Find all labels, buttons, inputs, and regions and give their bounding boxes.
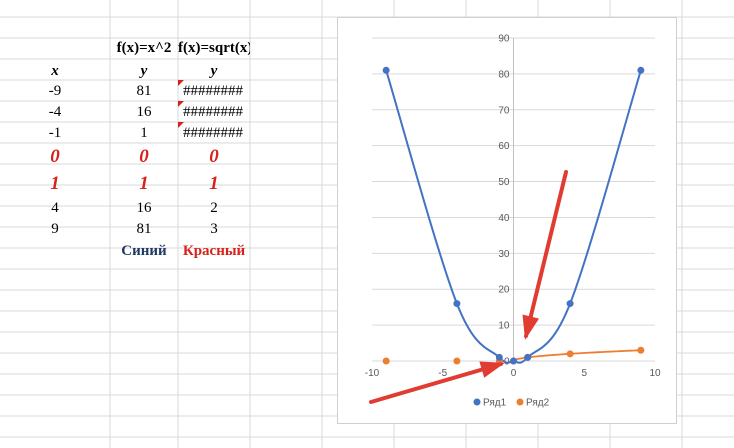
cell-y-sqrt[interactable]: ######## (178, 122, 250, 144)
cell-y-square[interactable]: 1 (140, 125, 148, 141)
header-fx-square[interactable]: f(x)=x^2 (116, 40, 172, 56)
error-indicator (178, 101, 184, 107)
series2-point (566, 350, 574, 358)
y-tick-label: 40 (498, 213, 510, 224)
y-tick-label: 10 (498, 321, 510, 332)
series2-point (382, 357, 390, 365)
cell-y-square-highlight[interactable]: 0 (139, 146, 149, 167)
series2-point (637, 346, 645, 354)
cell-y-square[interactable]: 16 (136, 200, 152, 216)
header-fx-sqrt[interactable]: f(x)=sqrt(x) (178, 40, 250, 56)
y-tick-label: 70 (498, 105, 510, 116)
x-tick-label: 10 (649, 368, 661, 379)
x-tick-label: 0 (511, 368, 517, 379)
series1-point (524, 353, 532, 361)
cell-y-sqrt-highlight[interactable]: 0 (209, 146, 219, 167)
chart-object[interactable]: 0 10 20 30 40 50 60 70 80 90 -10 -5 0 5 10 Ряд1 Ряд2 (337, 17, 677, 424)
cell-y-sqrt-text: ######## (183, 83, 243, 99)
cell-x-highlight[interactable]: 0 (50, 146, 60, 167)
series2-point (453, 357, 461, 365)
x-tick-label: 5 (581, 368, 587, 379)
annotation-arrow-right-head (479, 361, 505, 378)
cell-y-sqrt-text: ######## (183, 125, 243, 141)
cell-y-square[interactable]: 81 (136, 83, 152, 99)
cell-x[interactable]: -1 (48, 125, 62, 141)
error-indicator (178, 80, 184, 86)
col-label-y1[interactable]: y (140, 63, 148, 79)
cell-x[interactable]: 4 (51, 200, 59, 216)
x-tick-label: -5 (438, 368, 447, 379)
y-tick-label: 60 (498, 141, 510, 152)
col-label-x[interactable]: x (51, 63, 59, 79)
y-tick-label: 80 (498, 69, 510, 80)
cell-y-sqrt[interactable]: 2 (210, 200, 218, 216)
legend-series2-label: Ряд2 (526, 398, 550, 409)
series2-curve (513, 349, 641, 362)
legend-series1-marker (473, 398, 481, 406)
y-tick-label: 50 (498, 177, 510, 188)
label-blue[interactable]: Синий (121, 243, 167, 259)
cell-y-sqrt[interactable]: 3 (210, 221, 218, 237)
y-tick-label: 90 (498, 34, 510, 45)
cell-x[interactable]: -4 (48, 104, 62, 120)
cell-y-square-highlight[interactable]: 1 (139, 173, 149, 194)
series1-point (453, 300, 461, 308)
cell-x[interactable]: 9 (51, 221, 59, 237)
annotation-arrow-down-head (522, 314, 539, 340)
cell-y-square[interactable]: 16 (136, 104, 152, 120)
cell-y-sqrt[interactable]: ######## (178, 101, 250, 123)
legend-series1-label: Ряд1 (483, 398, 507, 409)
error-indicator (178, 122, 184, 128)
series1-point (495, 353, 503, 361)
annotation-arrow-down (524, 170, 568, 338)
x-tick-label: -10 (365, 368, 380, 379)
y-tick-label: 30 (498, 249, 510, 260)
series1-point (382, 66, 390, 74)
legend-series2-marker (516, 398, 524, 406)
series1-point (566, 300, 574, 308)
annotation-arrow-right (369, 362, 503, 404)
cell-x-highlight[interactable]: 1 (50, 173, 60, 194)
series1-point (510, 357, 517, 365)
cell-y-sqrt[interactable]: ######## (178, 80, 250, 102)
cell-y-square[interactable]: 81 (136, 221, 152, 237)
cell-y-sqrt-text: ######## (183, 104, 243, 120)
series1-point (637, 66, 645, 74)
col-label-y2[interactable]: y (210, 63, 218, 79)
cell-x[interactable]: -9 (48, 83, 62, 99)
y-tick-label: 20 (498, 285, 510, 296)
label-red[interactable]: Красный (182, 243, 246, 259)
cell-y-sqrt-highlight[interactable]: 1 (209, 173, 219, 194)
